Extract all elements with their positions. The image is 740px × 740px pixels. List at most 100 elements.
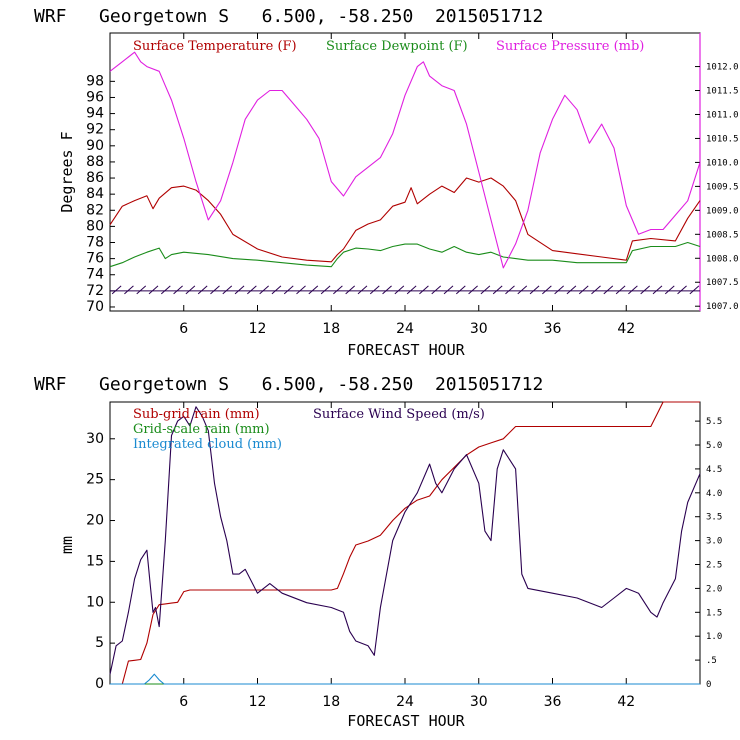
wind-barb	[394, 285, 405, 295]
wind-barb	[197, 285, 208, 295]
wind-barb	[419, 285, 429, 295]
wind-barb	[333, 285, 343, 295]
chart1-ytick-label: 92	[86, 122, 104, 138]
chart1-title: WRF Georgetown S 6.500, -58.250 20150517…	[34, 6, 543, 27]
wind-barb	[148, 285, 159, 295]
wind-barb	[603, 285, 614, 295]
wind-barb	[283, 285, 294, 295]
chart2-y2tick-label: 2.5	[706, 561, 722, 571]
chart2-ytick-label: 20	[86, 513, 104, 529]
chart1-ytick-label: 76	[86, 251, 104, 267]
chart2-ytick-label: 25	[86, 472, 104, 488]
chart1-y2tick-label: 1012.0	[706, 63, 739, 73]
chart2-title: WRF Georgetown S 6.500, -58.250 20150517…	[34, 374, 543, 395]
chart1-y2tick-label: 1010.0	[706, 158, 739, 168]
wind-barb	[111, 285, 122, 295]
wind-barb	[542, 285, 552, 295]
wind-barb	[640, 285, 651, 295]
wind-barb	[160, 285, 171, 295]
wind-barb	[492, 285, 503, 295]
wind-barb	[173, 285, 183, 295]
wind-barb	[615, 285, 626, 295]
chart1-ytick-label: 78	[86, 235, 104, 251]
chart1-ytick-label: 88	[86, 154, 104, 170]
wind-barb	[210, 285, 220, 295]
chart1-ytick-label: 90	[86, 138, 104, 154]
chart1-ytick-label: 72	[86, 283, 104, 299]
wind-barb	[308, 285, 319, 295]
chart2-y2tick-label: 0	[706, 680, 711, 690]
wind-barb	[578, 285, 589, 295]
chart2-xlabel: FORECAST HOUR	[347, 712, 465, 730]
chart1-ytick-label: 98	[86, 73, 104, 89]
chart1-y2tick-label: 1011.0	[706, 110, 739, 120]
wind-barb	[664, 285, 675, 295]
chart2-xtick-label: 42	[617, 694, 635, 710]
wind-barb	[554, 285, 564, 295]
wind-barb	[480, 285, 491, 295]
chart1-plot-frame	[109, 32, 701, 312]
wind-barb	[271, 285, 282, 295]
chart1-ytick-label: 96	[86, 89, 104, 105]
chart2-xtick-label: 18	[322, 694, 340, 710]
wind-barb	[124, 285, 134, 295]
chart2-y2tick-label: 4.0	[706, 489, 722, 499]
wind-barb	[431, 285, 442, 295]
wind-barb	[357, 285, 368, 295]
wind-barb	[234, 285, 245, 295]
chart2-ytick-label: 0	[95, 676, 104, 692]
chart1-series-surface-pressure-mb	[109, 51, 701, 269]
chart2-ytick-label: 10	[86, 594, 104, 610]
wind-barb	[259, 285, 269, 295]
chart1-axes: 6 12 18 24 30 36 42707274767880828486889092949…	[86, 33, 739, 337]
chart2-series-surface-wind-speed-m-s	[109, 406, 701, 675]
wind-barb	[382, 285, 392, 295]
chart1-y2tick-label: 1008.0	[706, 254, 739, 264]
wind-barb	[320, 285, 331, 295]
chart1-ytick-label: 70	[86, 299, 104, 315]
chart1-legend-dew: Surface Dewpoint (F)	[326, 39, 468, 54]
wind-barb	[652, 285, 663, 295]
wind-barb	[222, 285, 233, 295]
wind-barb	[591, 285, 601, 295]
wind-barb	[455, 285, 466, 295]
chart1-wind-barbs	[110, 285, 700, 295]
wind-barb	[185, 285, 196, 295]
wind-barb	[247, 285, 257, 295]
chart1-xtick-label: 30	[470, 321, 488, 337]
chart2-y2tick-label: 4.5	[706, 465, 722, 475]
chart1-xlabel: FORECAST HOUR	[347, 341, 465, 359]
chart1-ytick-label: 84	[86, 186, 104, 202]
wind-barb	[628, 285, 638, 295]
chart1-y2tick-label: 1008.5	[706, 230, 739, 240]
chart2-y2tick-label: 5.0	[706, 441, 722, 451]
wind-barb	[369, 285, 380, 295]
chart2-legend-subgrid: Sub-grid rain (mm)	[133, 407, 260, 422]
chart2-xtick-label: 12	[249, 694, 267, 710]
chart2-series-sub-grid-rain-mm	[110, 401, 700, 685]
chart2-y2tick-label: 5.5	[706, 417, 722, 427]
chart2-xtick-label: 36	[544, 694, 562, 710]
chart2-legend-cloud: Integrated cloud (mm)	[133, 437, 282, 452]
chart2-legend-gridscale: Grid-scale rain (mm)	[133, 422, 270, 437]
wind-barb	[443, 285, 454, 295]
chart1-ytick-label: 82	[86, 202, 104, 218]
chart2-ytick-label: 15	[86, 553, 104, 569]
wind-barb	[689, 285, 700, 295]
wind-barb	[406, 285, 417, 295]
chart2-y2tick-label: 2.0	[706, 584, 722, 594]
chart1-xtick-label: 42	[617, 321, 635, 337]
chart1-y2tick-label: 1007.5	[706, 278, 739, 288]
chart2-legend-wind: Surface Wind Speed (m/s)	[313, 407, 485, 422]
chart2-y2tick-label: 3.0	[706, 537, 722, 547]
chart1-xtick-label: 24	[396, 321, 414, 337]
wind-barb	[296, 285, 306, 295]
chart1-series	[109, 51, 701, 269]
chart1-series-surface-temperature-f	[109, 177, 701, 263]
chart1-xtick-label: 36	[544, 321, 562, 337]
chart1-y2tick-label: 1011.5	[706, 87, 739, 97]
chart1-series-surface-dewpoint-f	[109, 241, 701, 268]
chart2-ytick-label: 5	[95, 635, 104, 651]
chart2-axes: 6 12 18 24 30 36 42 0 5 10 15 20 25 30 0 .5 1.0 1.5 2.0 2.5…	[86, 402, 722, 710]
chart1-ytick-label: 74	[86, 267, 104, 283]
